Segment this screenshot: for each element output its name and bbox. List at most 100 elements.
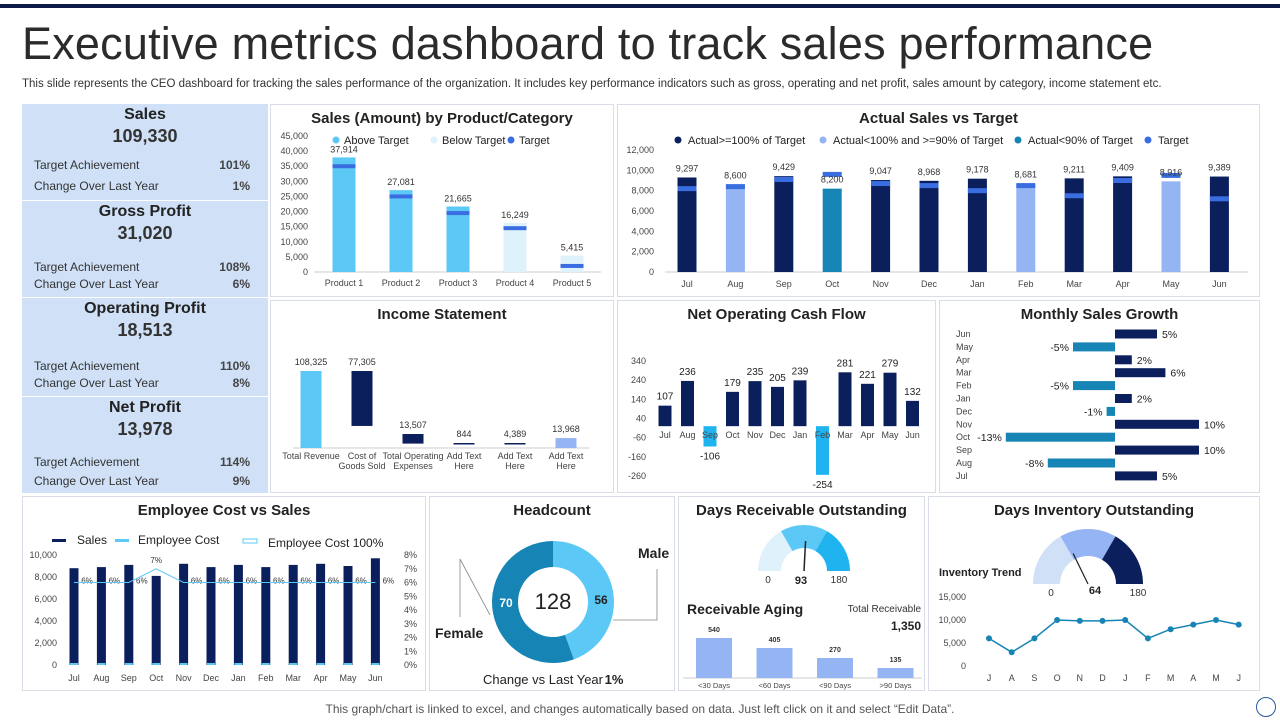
inventory-trend-title: Inventory Trend: [939, 567, 1022, 579]
data-label: 9,297: [676, 163, 699, 173]
x-tick-label: Jun: [368, 673, 383, 683]
x-tick-label: Nov: [747, 430, 764, 440]
legend-label: Target: [519, 135, 550, 147]
data-label: 205: [769, 373, 786, 384]
kpi-row: Change Over Last Year 1%: [34, 179, 250, 193]
x-tick-label: May: [881, 430, 899, 440]
sales-bar: [96, 567, 106, 665]
x-tick-label: Product 5: [553, 278, 592, 288]
cashflow-bar: [906, 400, 919, 427]
headcount-panel: Headcount 128 70 56 Female Male Change vs Las…: [429, 496, 675, 691]
legend-label: Actual>=100% of Target: [688, 135, 805, 147]
kpi-row: Target Achievement 101%: [34, 158, 250, 172]
x-tick-label: O: [1054, 673, 1061, 683]
sales-bar: [288, 564, 298, 665]
kpi-row-value: 9%: [232, 474, 250, 488]
income-chart-title: Income Statement: [377, 306, 507, 323]
y-tick-label: 35,000: [280, 161, 308, 171]
x-tick-label: Apr: [314, 673, 328, 683]
x-tick-label: Total Operating: [382, 451, 443, 461]
actual-bar: [725, 184, 745, 272]
data-label: 9,429: [773, 162, 796, 172]
x-tick-label: Total Revenue: [282, 451, 340, 461]
x-tick-label: Add Text: [447, 451, 482, 461]
headcount-chart-title: Headcount: [513, 502, 591, 519]
inventory-line: [988, 619, 1239, 654]
product-chart: Above Target Below Target Target 45,000 40,0…: [280, 131, 601, 288]
cash-flow-panel: Net Operating Cash Flow 340 240 140 40 -60 -1…: [617, 300, 936, 493]
data-label: 540: [708, 627, 720, 634]
growth-bar: [1073, 381, 1115, 391]
data-label: 9,211: [1063, 164, 1085, 174]
y-tick-label: 140: [631, 394, 646, 404]
x-tick-label: <90 Days: [819, 681, 851, 690]
x-tick-label: May: [339, 673, 357, 683]
data-label: 6%: [81, 577, 93, 586]
growth-bar: [1115, 355, 1132, 365]
kpi-card-operating-profit: Operating Profit 18,513 Target Achieveme…: [22, 298, 268, 396]
actual-bar: [967, 178, 987, 272]
x-tick-label: Mar: [1066, 279, 1082, 289]
x-tick-label: Mar: [285, 673, 301, 683]
x-tick-label: Product 2: [382, 278, 421, 288]
inventory-point: [1099, 617, 1106, 624]
income-bar: [402, 434, 424, 444]
kpi-row-label: Change Over Last Year: [34, 179, 159, 193]
data-label: 6%: [273, 577, 285, 586]
male-slice: [553, 541, 614, 660]
x-tick-label: Jan: [231, 673, 246, 683]
legend-label: Actual<90% of Target: [1028, 135, 1133, 147]
legend-marker: [430, 136, 438, 144]
gauge-segment: [1033, 536, 1074, 584]
data-label: 6%: [328, 577, 340, 586]
growth-bar: [1106, 406, 1115, 416]
x-tick-label: A: [1009, 673, 1015, 683]
data-label: 108,325: [295, 357, 328, 367]
data-label: -1%: [1084, 406, 1103, 418]
kpi-row-value: 1%: [232, 179, 250, 193]
y-tick-label: 10,000: [280, 237, 308, 247]
y-tick-label: -60: [633, 433, 646, 443]
y2-tick-label: 6%: [404, 578, 417, 588]
x-tick-label: A: [1190, 673, 1196, 683]
x-tick-label: Jun: [1212, 279, 1227, 289]
inventory-point: [1144, 635, 1151, 642]
gauge-min-label: 0: [1048, 588, 1054, 599]
target-marker: [677, 186, 697, 192]
data-label: 2%: [1137, 355, 1152, 367]
x-tick-label: Product 3: [439, 278, 478, 288]
data-label: 6%: [218, 577, 230, 586]
data-label: -8%: [1025, 458, 1044, 470]
sales-bar: [233, 564, 243, 665]
gauge-max-label: 180: [831, 575, 848, 586]
income-statement-panel: Income Statement 108,325 Total Revenue 77,…: [270, 300, 614, 493]
legend-marker: [115, 539, 129, 542]
y-tick-label: 2,000: [34, 638, 57, 648]
y2-tick-label: 2%: [404, 633, 417, 643]
x-tick-label: May: [1162, 279, 1180, 289]
y-tick-label: Jul: [956, 471, 968, 481]
y-tick-label: 2,000: [631, 247, 654, 257]
x-tick-label: Nov: [873, 279, 890, 289]
cashflow-bar: [703, 426, 717, 447]
receivables-panel: Days Receivable Outstanding 0 93 180 Receiv…: [678, 496, 925, 691]
inventory-point: [1076, 617, 1083, 624]
actual-bar: [919, 180, 939, 272]
income-bar: [351, 371, 373, 426]
change-value: 1%: [605, 672, 624, 687]
y2-tick-label: 4%: [404, 605, 417, 615]
target-marker: [560, 263, 584, 268]
y-tick-label: Jun: [956, 329, 971, 339]
x-tick-label: Mar: [837, 430, 853, 440]
target-marker: [503, 226, 527, 231]
data-label: 13,968: [552, 424, 580, 434]
x-tick-label: Sep: [702, 430, 718, 440]
page-title: Executive metrics dashboard to track sal…: [22, 18, 1154, 69]
x-tick-label: Aug: [93, 673, 109, 683]
actual-bar: [1209, 176, 1229, 272]
gauge-max-label: 180: [1130, 588, 1147, 599]
y-tick-label: 0: [303, 267, 308, 277]
cashflow-bar: [816, 426, 829, 475]
legend-label: Above Target: [344, 135, 409, 147]
inventory-point: [1167, 626, 1174, 633]
